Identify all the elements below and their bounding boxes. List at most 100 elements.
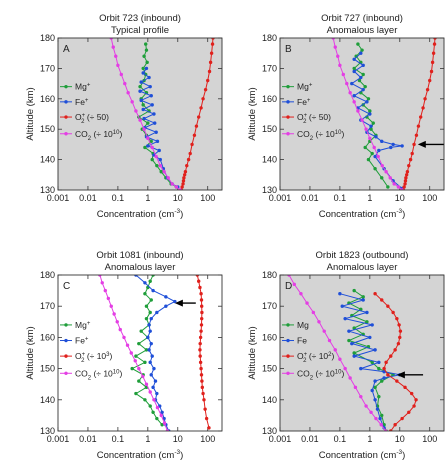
panel-letter: C (63, 281, 70, 292)
data-point (100, 281, 104, 285)
data-point (198, 348, 202, 352)
data-point (116, 63, 120, 68)
x-tick-label: 10 (173, 193, 183, 203)
data-point (407, 410, 411, 414)
x-tick-label: 1 (367, 434, 372, 444)
data-point (148, 360, 152, 365)
data-point (203, 87, 208, 92)
data-point (361, 72, 365, 77)
data-point (359, 366, 363, 371)
data-point (142, 116, 146, 121)
data-point (388, 176, 392, 180)
data-point (182, 173, 187, 177)
data-point (350, 341, 354, 346)
legend-entry: O+ 2 (÷ 50) (297, 112, 331, 125)
data-point (126, 91, 130, 95)
panel-b: Orbit 727 (inbound)Anomalous layer 130 140… (247, 13, 445, 220)
data-point (371, 121, 375, 125)
data-point (200, 310, 204, 315)
data-point (144, 382, 149, 386)
data-point (146, 335, 150, 340)
data-point (386, 185, 390, 189)
data-point (142, 54, 146, 58)
y-tick-label: 180 (40, 33, 55, 43)
data-point (343, 316, 347, 321)
data-point (199, 292, 203, 296)
data-point (431, 51, 436, 55)
plot-frame (57, 37, 223, 191)
legend-swatch-marker (64, 371, 68, 375)
data-point (199, 329, 203, 333)
data-point (380, 298, 384, 302)
data-point (364, 404, 368, 408)
data-point (182, 176, 186, 180)
data-point (336, 54, 340, 58)
data-point (359, 394, 363, 399)
data-point (158, 157, 162, 162)
data-point (151, 410, 155, 414)
data-point (166, 176, 170, 180)
data-point (373, 292, 377, 296)
data-point (155, 405, 160, 410)
data-point (393, 423, 397, 427)
data-point (384, 360, 388, 365)
data-point (395, 316, 399, 321)
legend-swatch-marker (286, 100, 290, 104)
data-point (198, 335, 203, 340)
data-point (368, 335, 372, 340)
data-point (142, 127, 146, 131)
data-point (377, 394, 381, 399)
panel-title: Orbit 1081 (inbound) (96, 250, 183, 261)
data-point (150, 354, 154, 358)
x-tick-label: 10 (395, 434, 405, 444)
data-point (207, 69, 212, 74)
panel-subtitle: Anomalous layer (105, 262, 176, 273)
data-point (405, 170, 410, 174)
data-point (185, 163, 189, 168)
data-point (143, 145, 147, 150)
data-point (188, 151, 192, 156)
data-point (155, 416, 159, 421)
x-tick-label: 10 (395, 193, 405, 203)
x-axis-label: Concentration (cm-3) (319, 449, 406, 461)
y-axis-label: Altitude (km) (25, 87, 36, 140)
layer-arrowhead (396, 371, 405, 379)
data-point (207, 426, 211, 430)
data-point (368, 112, 372, 116)
legend-swatch-marker (286, 371, 290, 375)
data-point (164, 304, 168, 308)
data-point (414, 398, 418, 402)
data-point (147, 348, 151, 352)
y-tick-label: 160 (40, 332, 55, 342)
y-axis-label: Altitude (km) (247, 326, 258, 379)
data-point (114, 54, 118, 58)
data-point (197, 115, 201, 119)
panel-d: Orbit 1823 (outbound)Anomalous layer 130 1… (247, 250, 445, 461)
data-point (138, 118, 142, 122)
data-point (402, 185, 406, 189)
data-point (373, 167, 377, 171)
data-point (340, 304, 344, 308)
y-tick-label: 160 (262, 94, 277, 104)
data-point (369, 410, 373, 414)
data-point (414, 133, 419, 137)
data-point (374, 416, 378, 421)
data-point (356, 42, 360, 46)
legend-entry: Mg+ (75, 320, 91, 330)
data-point (181, 182, 185, 186)
data-point (162, 421, 167, 425)
data-point (148, 279, 152, 283)
data-point (305, 301, 309, 305)
data-point (396, 185, 401, 189)
data-point (380, 413, 384, 418)
y-tick-label: 140 (262, 155, 277, 165)
data-point (377, 148, 381, 153)
legend-entry: O+ 2 (÷ 103) (75, 351, 113, 364)
data-point (130, 100, 134, 104)
legend-entry: Fe+ (75, 97, 89, 107)
data-point (199, 298, 204, 302)
legend-entry: O+ 2 (÷ 102) (297, 351, 335, 364)
data-point (341, 72, 345, 77)
y-tick-label: 150 (262, 364, 277, 374)
data-point (143, 292, 147, 296)
